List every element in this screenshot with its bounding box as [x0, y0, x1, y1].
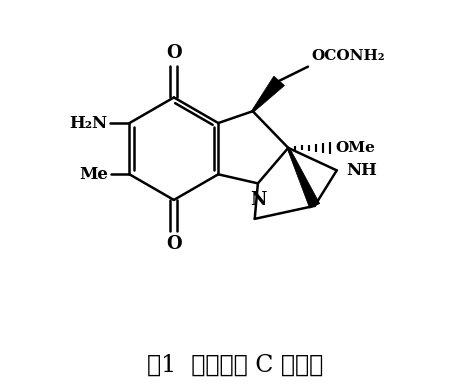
Text: N: N [251, 191, 267, 209]
Polygon shape [252, 76, 284, 112]
Polygon shape [287, 147, 320, 208]
Text: OMe: OMe [336, 141, 376, 155]
Text: OCONH₂: OCONH₂ [311, 49, 384, 63]
Text: Me: Me [80, 166, 109, 183]
Text: O: O [166, 236, 182, 254]
Text: 式1  丝裂霉素 C 的结构: 式1 丝裂霉素 C 的结构 [147, 353, 323, 376]
Text: NH: NH [346, 162, 377, 179]
Text: H₂N: H₂N [70, 114, 108, 132]
Text: O: O [166, 44, 182, 62]
